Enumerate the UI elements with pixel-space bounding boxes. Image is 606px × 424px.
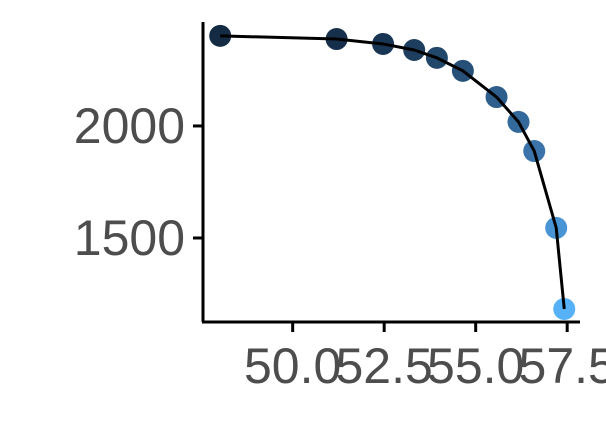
trend-line [220, 34, 566, 310]
y-tick-label: 1500 [74, 210, 185, 266]
x-tick-label: 52.5 [336, 338, 433, 394]
y-tick-label: 2000 [74, 98, 185, 154]
x-tick-label: 50.0 [244, 338, 341, 394]
x-tick-label: 55.0 [427, 338, 524, 394]
x-tick-label: 57.5 [519, 338, 606, 394]
